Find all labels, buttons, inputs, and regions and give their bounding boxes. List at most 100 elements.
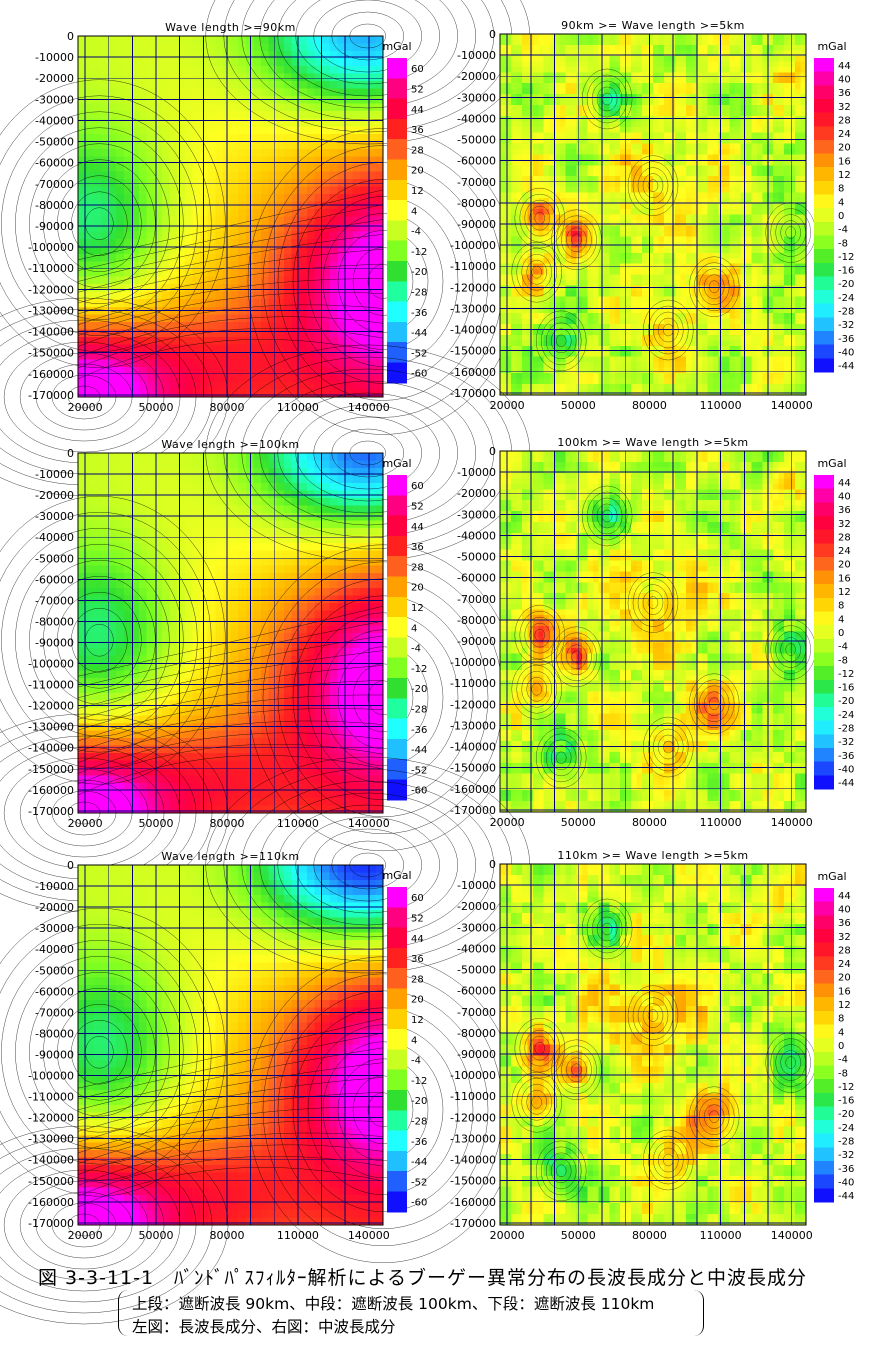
field-cell bbox=[696, 362, 703, 369]
field-cell bbox=[576, 83, 583, 90]
field-cell bbox=[653, 165, 660, 172]
field-cell bbox=[215, 321, 224, 330]
field-cell bbox=[691, 214, 698, 221]
field-cell bbox=[100, 276, 110, 285]
field-cell bbox=[669, 61, 676, 68]
field-cell bbox=[500, 236, 507, 243]
field-cell bbox=[108, 96, 117, 105]
field-cell bbox=[696, 258, 703, 265]
field-cell bbox=[146, 163, 155, 172]
field-cell bbox=[78, 239, 87, 248]
field-cell bbox=[238, 239, 247, 248]
field-cell bbox=[663, 378, 670, 385]
field-cell bbox=[647, 148, 654, 155]
field-cell bbox=[565, 192, 572, 199]
field-cell bbox=[283, 246, 293, 255]
field-cell bbox=[543, 263, 550, 270]
y-tick-label: -150000 bbox=[28, 347, 74, 360]
field-cell bbox=[713, 384, 720, 391]
field-cell bbox=[154, 133, 163, 142]
field-cell bbox=[549, 230, 556, 237]
field-cell bbox=[505, 55, 512, 62]
field-cell bbox=[592, 50, 599, 57]
field-cell bbox=[78, 351, 87, 360]
field-cell bbox=[724, 214, 731, 221]
y-tick-label: -60000 bbox=[35, 157, 74, 170]
field-cell bbox=[200, 208, 209, 218]
field-cell bbox=[625, 137, 632, 144]
field-cell bbox=[636, 137, 643, 144]
field-cell bbox=[161, 126, 171, 135]
field-cell bbox=[702, 116, 709, 123]
field-cell bbox=[702, 203, 709, 210]
field-cell bbox=[647, 50, 654, 57]
field-cell bbox=[344, 351, 354, 360]
field-cell bbox=[647, 285, 654, 292]
field-cell bbox=[146, 36, 155, 45]
field-cell bbox=[360, 36, 369, 45]
field-cell bbox=[718, 159, 725, 166]
field-cell bbox=[724, 247, 731, 254]
field-cell bbox=[598, 312, 605, 320]
field-cell bbox=[592, 258, 599, 265]
field-cell bbox=[603, 148, 610, 155]
field-cell bbox=[631, 198, 638, 205]
field-cell bbox=[680, 356, 687, 363]
field-cell bbox=[734, 170, 742, 177]
field-cell bbox=[647, 236, 654, 243]
field-cell bbox=[108, 111, 117, 120]
field-cell bbox=[329, 239, 338, 248]
field-cell bbox=[139, 81, 148, 90]
field-cell bbox=[505, 143, 512, 150]
field-cell bbox=[299, 126, 308, 135]
field-cell bbox=[734, 378, 742, 385]
field-cell bbox=[245, 118, 254, 127]
field-cell bbox=[85, 58, 94, 67]
field-cell bbox=[516, 61, 523, 68]
field-cell bbox=[299, 66, 308, 75]
field-cell bbox=[707, 302, 714, 309]
field-cell bbox=[642, 373, 649, 380]
field-cell bbox=[696, 236, 703, 243]
field-cell bbox=[200, 381, 209, 391]
field-cell bbox=[696, 252, 703, 259]
field-cell bbox=[207, 374, 216, 383]
field-cell bbox=[283, 88, 293, 97]
field-cell bbox=[261, 118, 270, 127]
field-cell bbox=[554, 329, 561, 336]
field-cell bbox=[685, 137, 692, 144]
field-cell bbox=[367, 216, 376, 225]
field-cell bbox=[609, 159, 616, 166]
field-cell bbox=[139, 156, 148, 165]
field-cell bbox=[85, 336, 94, 345]
field-cell bbox=[691, 61, 698, 68]
field-cell bbox=[653, 126, 660, 134]
field-cell bbox=[337, 141, 346, 150]
field-cell bbox=[184, 88, 193, 97]
field-cell bbox=[245, 269, 254, 278]
field-cell bbox=[184, 336, 193, 345]
field-cell bbox=[571, 285, 578, 292]
field-cell bbox=[367, 291, 376, 300]
field-cell bbox=[276, 389, 285, 398]
field-cell bbox=[631, 143, 638, 150]
field-cell bbox=[653, 132, 660, 139]
field-cell bbox=[108, 389, 117, 398]
field-cell bbox=[707, 165, 714, 172]
field-cell bbox=[184, 43, 193, 52]
field-cell bbox=[521, 318, 528, 325]
field-cell bbox=[543, 50, 550, 57]
field-cell bbox=[93, 239, 102, 248]
field-cell bbox=[680, 280, 687, 287]
field-cell bbox=[592, 318, 599, 325]
field-cell bbox=[565, 318, 572, 325]
field-cell bbox=[261, 103, 270, 112]
field-cell bbox=[663, 258, 670, 265]
field-cell bbox=[329, 51, 338, 60]
field-cell bbox=[658, 302, 665, 309]
field-cell bbox=[230, 314, 239, 323]
field-cell bbox=[146, 141, 155, 150]
field-cell bbox=[85, 329, 94, 338]
field-cell bbox=[169, 96, 178, 105]
field-cell bbox=[314, 193, 323, 203]
